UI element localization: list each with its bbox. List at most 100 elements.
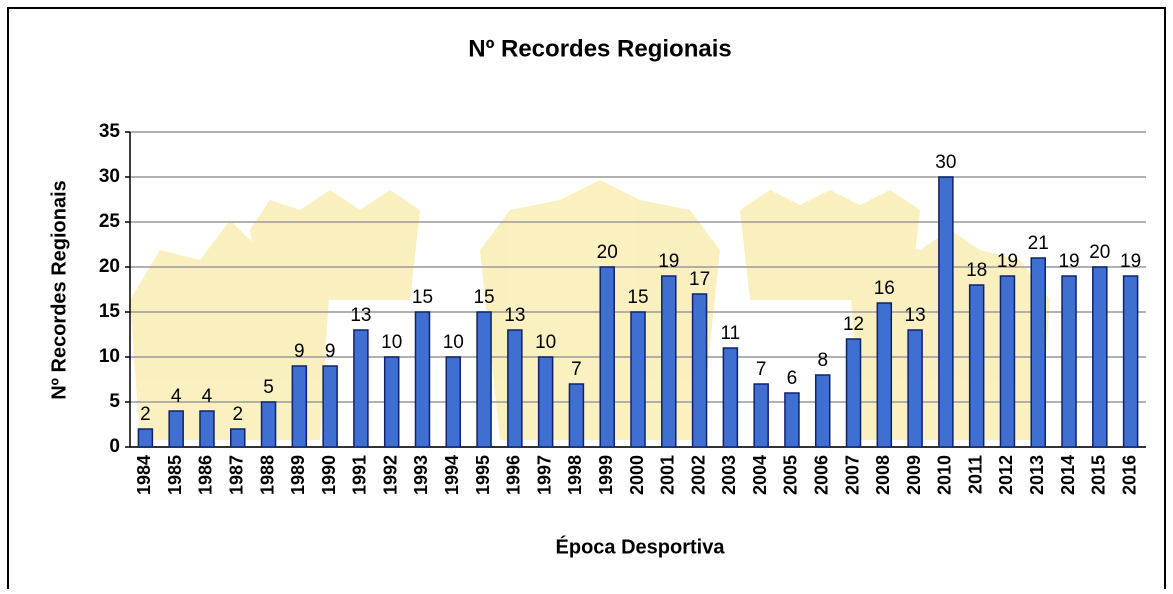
data-label: 18: [966, 260, 987, 281]
bar: [661, 275, 677, 448]
data-label: 15: [412, 287, 433, 308]
bar: [568, 383, 585, 448]
data-label: 20: [1089, 242, 1110, 263]
data-label: 2: [140, 404, 151, 425]
bar: [383, 356, 400, 448]
x-tick-label: 2016: [1119, 455, 1139, 495]
data-label: 8: [817, 350, 828, 371]
bar: [691, 293, 708, 448]
x-tick-label: 2007: [842, 455, 862, 495]
x-tick-label: 2015: [1089, 455, 1109, 495]
bar: [753, 383, 769, 448]
x-axis-label: Época Desportiva: [556, 535, 726, 558]
x-tick-label: 1994: [442, 455, 462, 495]
x-tick-label: 2001: [658, 455, 678, 495]
x-tick-label: 1999: [596, 455, 616, 495]
bar: [630, 311, 646, 448]
bar: [137, 428, 154, 448]
x-tick-label: 1988: [257, 455, 277, 495]
bar: [199, 410, 215, 448]
x-tick-label: 2010: [935, 455, 955, 495]
data-label: 10: [381, 332, 402, 353]
data-label: 16: [874, 278, 895, 299]
bar: [784, 392, 800, 448]
bar: [414, 311, 431, 448]
data-label: 12: [843, 314, 864, 335]
bar: [907, 329, 923, 448]
x-tick-label: 2008: [873, 455, 893, 495]
bar: [230, 428, 246, 448]
data-label: 4: [202, 386, 213, 407]
bar: [1030, 257, 1046, 448]
x-tick-label: 2006: [811, 455, 831, 495]
bar: [507, 329, 523, 448]
data-label: 9: [325, 341, 336, 362]
x-tick-label: 2009: [904, 455, 924, 495]
data-label: 15: [627, 287, 648, 308]
bar: [445, 356, 462, 448]
x-tick-label: 1990: [319, 455, 339, 495]
y-tick-label: 25: [99, 211, 121, 232]
data-label: 19: [1058, 251, 1079, 272]
x-tick-label: 1997: [534, 455, 554, 495]
x-tick-label: 2000: [627, 455, 647, 495]
data-label: 20: [597, 242, 618, 263]
data-label: 19: [997, 251, 1018, 272]
x-tick-label: 1995: [473, 455, 493, 495]
bar: [876, 302, 893, 448]
bar: [845, 338, 862, 448]
data-label: 17: [689, 269, 710, 290]
bar: [999, 275, 1016, 448]
bar: [476, 311, 492, 448]
data-label: 13: [350, 305, 371, 326]
bar: [938, 176, 954, 448]
x-tick-label: 1996: [504, 455, 524, 495]
x-tick-label: 2014: [1058, 455, 1078, 495]
bar: [1122, 275, 1139, 448]
bar: [353, 329, 369, 448]
y-tick-label: 30: [99, 166, 120, 187]
data-label: 30: [935, 152, 956, 173]
data-label: 10: [535, 332, 556, 353]
x-tick-label: 1993: [411, 455, 431, 495]
x-tick-label: 1991: [350, 455, 370, 495]
x-tick-label: 2004: [750, 455, 770, 495]
y-axis-label: Nº Recordes Regionais: [48, 180, 70, 400]
bar: [291, 365, 308, 448]
data-label: 9: [294, 341, 305, 362]
data-label: 19: [1120, 251, 1141, 272]
data-label: 15: [473, 287, 494, 308]
x-tick-label: 1986: [196, 455, 216, 495]
x-tick-label: 1998: [565, 455, 585, 495]
y-tick-label: 15: [99, 301, 121, 322]
y-tick-label: 10: [99, 346, 120, 367]
y-tick-label: 20: [99, 256, 120, 277]
x-tick-label: 1984: [134, 455, 154, 495]
bar: [599, 266, 615, 448]
x-tick-label: 1987: [227, 455, 247, 495]
data-label: 10: [443, 332, 464, 353]
y-tick-label: 5: [109, 391, 120, 412]
x-tick-label: 2013: [1027, 455, 1047, 495]
data-label: 19: [658, 251, 679, 272]
x-tick-label: 2002: [688, 455, 708, 495]
data-label: 5: [263, 377, 274, 398]
y-tick-label: 0: [109, 436, 120, 457]
data-label: 13: [905, 305, 926, 326]
bar: [722, 347, 739, 448]
bar: [814, 374, 831, 448]
x-tick-label: 2012: [996, 455, 1016, 495]
bar: [1061, 275, 1077, 448]
data-label: 13: [504, 305, 525, 326]
bar: [322, 365, 338, 448]
data-label: 7: [571, 359, 582, 380]
bar: [968, 284, 985, 448]
x-tick-label: 2005: [781, 455, 801, 495]
data-label: 6: [787, 368, 798, 389]
data-label: 7: [756, 359, 767, 380]
x-tick-label: 1989: [288, 455, 308, 495]
y-tick-label: 35: [99, 121, 121, 142]
x-tick-label: 1985: [165, 455, 185, 495]
x-tick-label: 2011: [965, 455, 985, 494]
